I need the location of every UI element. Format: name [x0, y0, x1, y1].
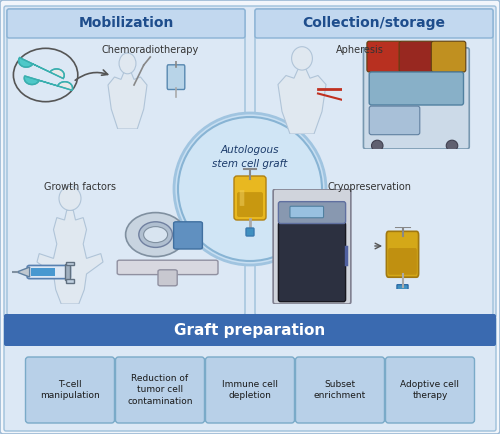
- FancyBboxPatch shape: [7, 9, 245, 38]
- Text: Subset
enrichment: Subset enrichment: [314, 380, 366, 400]
- Circle shape: [178, 117, 322, 261]
- FancyBboxPatch shape: [240, 190, 244, 206]
- Text: Mobilization: Mobilization: [78, 16, 174, 30]
- Text: Apheresis: Apheresis: [336, 45, 384, 55]
- Text: Cryopreservation: Cryopreservation: [328, 182, 412, 192]
- FancyBboxPatch shape: [386, 357, 474, 423]
- FancyBboxPatch shape: [237, 192, 263, 217]
- FancyBboxPatch shape: [4, 317, 496, 431]
- FancyBboxPatch shape: [4, 6, 496, 318]
- FancyBboxPatch shape: [234, 176, 266, 220]
- Text: Chemoradiotherapy: Chemoradiotherapy: [102, 45, 198, 55]
- FancyBboxPatch shape: [7, 9, 245, 315]
- FancyBboxPatch shape: [246, 228, 254, 236]
- Text: Growth factors: Growth factors: [44, 182, 116, 192]
- FancyBboxPatch shape: [255, 9, 493, 315]
- Text: Collection/storage: Collection/storage: [302, 16, 446, 30]
- FancyBboxPatch shape: [296, 357, 384, 423]
- FancyBboxPatch shape: [255, 9, 493, 38]
- FancyBboxPatch shape: [206, 357, 294, 423]
- Text: Graft preparation: Graft preparation: [174, 322, 326, 338]
- Text: T-cell
manipulation: T-cell manipulation: [40, 380, 100, 400]
- Text: Reduction of
tumor cell
contamination: Reduction of tumor cell contamination: [127, 375, 193, 406]
- Text: Autologous
stem cell graft: Autologous stem cell graft: [212, 145, 288, 168]
- FancyBboxPatch shape: [116, 357, 204, 423]
- Text: Adoptive cell
therapy: Adoptive cell therapy: [400, 380, 460, 400]
- Circle shape: [174, 113, 326, 265]
- FancyBboxPatch shape: [4, 314, 496, 346]
- FancyBboxPatch shape: [26, 357, 115, 423]
- Text: Immune cell
depletion: Immune cell depletion: [222, 380, 278, 400]
